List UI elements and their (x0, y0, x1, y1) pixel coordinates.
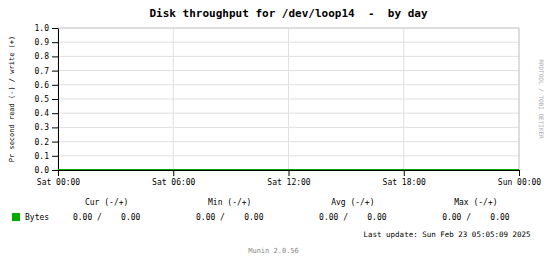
tick-label: 0.3 (35, 123, 50, 132)
tick-label: 0.8 (35, 52, 50, 61)
tick-mark (404, 170, 405, 176)
tick-label: 0.2 (35, 138, 50, 147)
tick: 1.0 (35, 24, 58, 33)
tick: Sat 18:00 (383, 170, 427, 187)
tick-label: Sat 00:00 (37, 178, 81, 187)
stat-header: Cur (-/+) (85, 198, 128, 207)
tick-mark (52, 71, 58, 72)
tick-label: Sun 00:00 (498, 178, 542, 187)
watermark: RRDTOOL / TOBI OETIKER (538, 59, 545, 139)
tick: Sat 06:00 (152, 170, 196, 187)
tick: 0.9 (35, 38, 58, 47)
axis-line (52, 29, 59, 171)
stat-value: 0.00 / 0.00 (319, 213, 387, 222)
tick-label: Sat 06:00 (152, 178, 196, 187)
tick: 0.0 (35, 166, 58, 175)
title: Disk throughput for /dev/loop14 - by day (149, 7, 428, 20)
tick-label: 0.9 (35, 38, 50, 47)
y-axis: 0.0 0.1 0.2 0.3 0.4 0.5 0.6 0.7 0.8 0.9 1.0 (35, 24, 59, 175)
tick-label: Sat 18:00 (383, 178, 427, 187)
tick: 0.3 (35, 123, 58, 132)
frame (58, 28, 519, 29)
tick-label: 0.7 (35, 67, 50, 76)
stat-value: 0.00 / 0.00 (73, 213, 141, 222)
stat-header: Avg (-/+) (331, 198, 374, 207)
tick: Sun 00:00 (498, 170, 542, 187)
annotation: Munin 2.0.56 (248, 247, 299, 255)
tick-mark (289, 170, 290, 176)
tick-mark (52, 127, 58, 128)
tick: Sat 12:00 (267, 170, 311, 187)
tick-mark (52, 42, 58, 43)
tick: 0.6 (35, 81, 58, 90)
stat-header: Max (-/+) (454, 198, 497, 207)
frame (519, 28, 520, 170)
stat-value: 0.00 / 0.00 (196, 213, 264, 222)
tick-mark (52, 142, 58, 143)
tick: 0.8 (35, 52, 58, 61)
tick-mark (52, 99, 58, 100)
legend-swatch (12, 213, 20, 221)
plot: 0.0 0.1 0.2 0.3 0.4 0.5 0.6 0.7 0.8 0.9 1.0 Sat 00:… (35, 24, 542, 187)
grid-line (58, 28, 519, 29)
grid-line (288, 28, 289, 170)
tick-label: Sat 12:00 (267, 178, 311, 187)
tick: Sat 00:00 (37, 170, 81, 187)
tick-label: 0.6 (35, 81, 50, 90)
tick-label: 1.0 (35, 24, 50, 33)
annotation: Last update: Sun Feb 23 05:05:09 2025 (364, 230, 531, 239)
tick-mark (58, 170, 59, 176)
tick: 0.1 (35, 152, 58, 161)
stat-value: 0.00 / 0.00 (442, 213, 510, 222)
grid-line (519, 28, 520, 170)
tick: 0.2 (35, 138, 58, 147)
tick-label: 0.1 (35, 152, 50, 161)
tick: 0.4 (35, 109, 58, 118)
x-axis: Sat 00:00 Sat 06:00 Sat 12:00 Sat 18:00 Sun … (37, 170, 542, 187)
grid (58, 28, 519, 170)
tick-mark (52, 56, 58, 57)
tick-mark (52, 113, 58, 114)
tick-mark (52, 85, 58, 86)
tick-label: 0.4 (35, 109, 50, 118)
tick-mark (52, 170, 58, 171)
tick-label: 0.0 (35, 166, 50, 175)
tick-mark (52, 156, 58, 157)
axis-line (59, 171, 520, 177)
grid-line (173, 28, 174, 170)
tick-mark (519, 170, 520, 176)
tick: 0.5 (35, 95, 58, 104)
line (58, 169, 519, 170)
tick-mark (52, 28, 58, 29)
tick-label: 0.5 (35, 95, 50, 104)
tick: 0.7 (35, 67, 58, 76)
legend-label: Bytes (25, 213, 49, 222)
tick-mark (173, 170, 174, 176)
axis-title: Pr second read (-) / write (+) (8, 36, 16, 162)
chart: 0.0 0.1 0.2 0.3 0.4 0.5 0.6 0.7 0.8 0.9 1.0 Sat 00:… (0, 0, 547, 275)
grid-line (403, 28, 404, 170)
series-group (58, 170, 519, 171)
stat-header: Min (-/+) (208, 198, 251, 207)
